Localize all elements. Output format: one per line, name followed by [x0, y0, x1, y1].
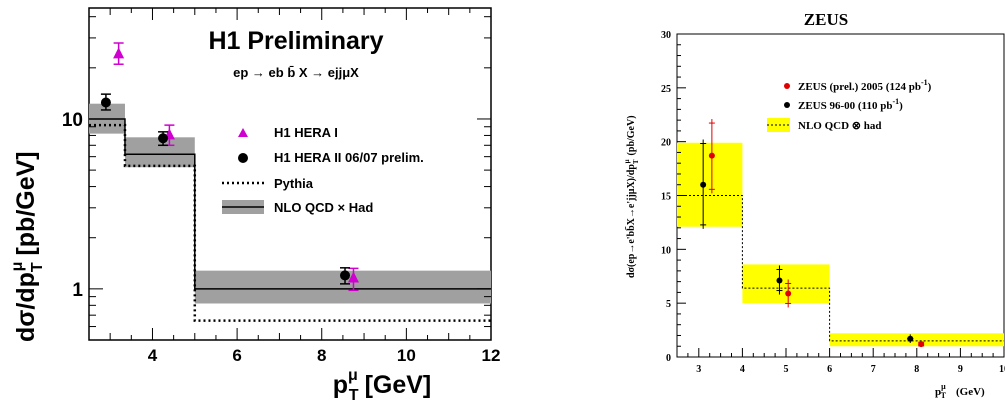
legend-label: H1 HERA II 06/07 prelim. — [274, 150, 424, 165]
y-tick-label: 15 — [661, 192, 671, 203]
x-tick-label: 6 — [232, 346, 241, 365]
h1-chart: 4 6 8 10 12 1 10 H1 Preliminary ep → eb b̄ X →… — [9, 7, 501, 404]
y-tick-label: 10 — [661, 245, 671, 256]
x-tick-label: 10 — [397, 346, 416, 365]
legend-marker-circle — [784, 83, 790, 89]
y-tick-label: 25 — [661, 84, 671, 95]
x-tick-label: 7 — [871, 364, 876, 375]
y-tick-label: 5 — [666, 299, 671, 310]
y-tick-label: 10 — [62, 110, 83, 131]
legend-marker-triangle — [238, 128, 248, 137]
x-tick-label: 3 — [696, 364, 701, 375]
y-tick-label: 20 — [661, 138, 671, 149]
data-point-circle — [785, 290, 792, 297]
data-point-circle — [708, 152, 715, 159]
zeus-x-axis-label: pμ T (GeV) — [935, 382, 985, 400]
y-tick-label: 30 — [661, 30, 671, 41]
legend-marker-circle — [784, 102, 790, 108]
data-point-circle — [776, 277, 783, 284]
data-point-circle — [340, 270, 351, 281]
h1-x-axis-label: pμ T [GeV] — [333, 367, 432, 404]
data-point-triangle — [113, 47, 125, 59]
zeus-chart: 3 4 5 6 7 8 9 10 0 5 10 15 20 25 30 ZEUS ZEUS (prel.) … — [623, 10, 1005, 400]
zeus-y-axis-label: dσ(ep→e'bb̄X→e'jjμX)/dpTμ(pb/GeV) — [623, 115, 640, 278]
zeus-title: ZEUS — [804, 10, 848, 29]
h1-title: H1 Preliminary — [208, 27, 383, 55]
y-tick-label: 1 — [72, 280, 83, 301]
legend-marker-band — [767, 118, 790, 132]
data-point-circle — [907, 335, 914, 342]
nlo-band — [124, 137, 195, 168]
h1-legend: H1 HERA I H1 HERA II 06/07 prelim. Pythi… — [222, 125, 424, 215]
x-tick-label: 8 — [914, 364, 919, 375]
nlo-central-line — [89, 118, 491, 290]
x-tick-label: 8 — [317, 346, 326, 365]
legend-label: Pythia — [274, 176, 314, 191]
nlo-band — [829, 333, 1004, 347]
x-tick-label: 5 — [784, 364, 789, 375]
x-tick-label: 4 — [148, 346, 158, 365]
x-tick-label: 4 — [740, 364, 745, 375]
h1-y-axis-label: dσ/dpTμ[pb/GeV] — [9, 151, 46, 342]
legend-marker-circle — [238, 153, 248, 163]
nlo-central-line — [677, 195, 1004, 342]
legend-label: ZEUS (prel.) 2005 (124 pb-1) — [798, 78, 932, 93]
legend-label: ZEUS 96-00 (110 pb-1) — [798, 97, 903, 112]
y-tick-label: 0 — [666, 353, 671, 364]
x-tick-label: 9 — [958, 364, 963, 375]
x-tick-label: 6 — [827, 364, 832, 375]
data-point-circle — [918, 341, 925, 348]
data-point-triangle — [347, 271, 359, 283]
legend-label: NLO QCD ⊗ had — [798, 120, 881, 132]
data-point-circle — [158, 133, 169, 144]
h1-process-label: ep → eb b̄ X → ejjμX — [233, 65, 359, 80]
legend-label: NLO QCD × Had — [274, 200, 373, 215]
zeus-legend: ZEUS (prel.) 2005 (124 pb-1) ZEUS 96-00 … — [767, 78, 932, 132]
x-tick-label: 12 — [482, 346, 501, 365]
legend-label: H1 HERA I — [274, 125, 338, 140]
data-point-circle — [700, 181, 707, 188]
pythia-line — [89, 123, 491, 322]
data-point-circle — [100, 97, 111, 108]
x-tick-label: 10 — [999, 364, 1005, 375]
